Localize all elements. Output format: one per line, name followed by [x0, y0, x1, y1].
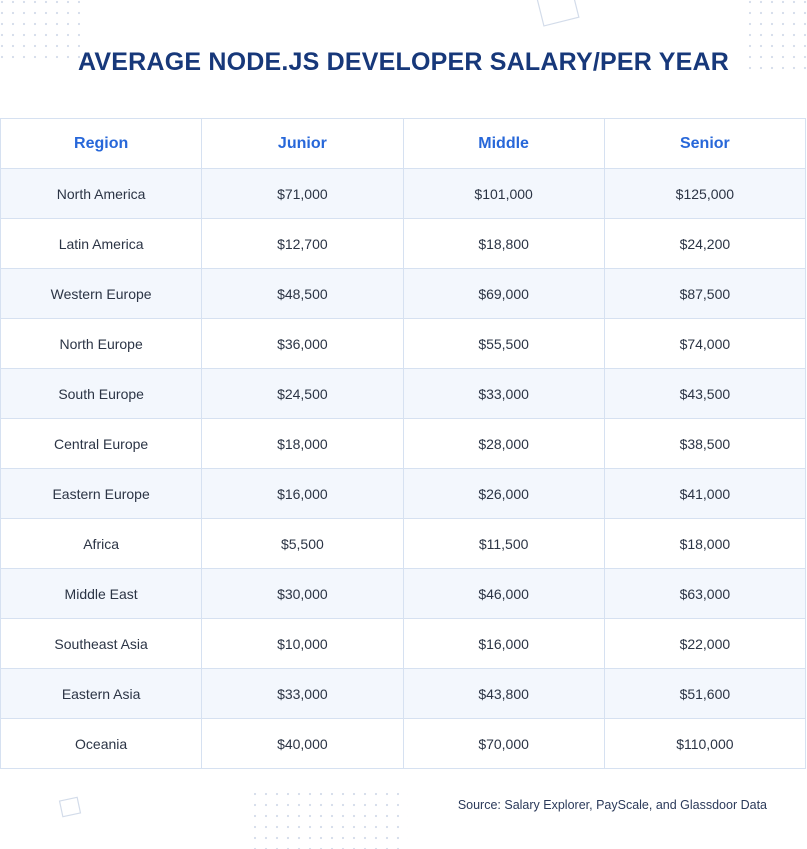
salary-cell: $110,000 [603, 718, 807, 769]
source-note: Source: Salary Explorer, PayScale, and G… [457, 798, 767, 812]
table-row: South Europe $24,500 $33,000 $43,500 [0, 368, 807, 419]
salary-cell: $43,500 [603, 368, 807, 419]
salary-cell: $16,000 [402, 618, 605, 669]
salary-cell: $43,800 [402, 668, 605, 719]
column-header: Senior [603, 118, 807, 169]
column-header: Middle [402, 118, 605, 169]
salary-cell: $74,000 [603, 318, 807, 369]
salary-cell: $5,500 [201, 518, 404, 569]
region-cell: South Europe [0, 368, 203, 419]
page-title: AVERAGE NODE.JS DEVELOPER SALARY/PER YEA… [78, 48, 729, 76]
column-header: Region [0, 118, 203, 169]
salary-cell: $46,000 [402, 568, 605, 619]
table-row: Southeast Asia $10,000 $16,000 $22,000 [0, 618, 807, 669]
salary-cell: $70,000 [402, 718, 605, 769]
salary-cell: $24,500 [201, 368, 404, 419]
salary-cell: $24,200 [603, 218, 807, 269]
salary-cell: $40,000 [201, 718, 404, 769]
table-row: Oceania $40,000 $70,000 $110,000 [0, 718, 807, 769]
salary-cell: $38,500 [603, 418, 807, 469]
region-cell: Latin America [0, 218, 203, 269]
dot-grid [254, 793, 408, 849]
square-outline [58, 796, 82, 818]
region-cell: Southeast Asia [0, 618, 203, 669]
salary-cell: $28,000 [402, 418, 605, 469]
salary-cell: $48,500 [201, 268, 404, 319]
salary-cell: $63,000 [603, 568, 807, 619]
salary-cell: $11,500 [402, 518, 605, 569]
salary-cell: $87,500 [603, 268, 807, 319]
dot-grid [748, 0, 807, 74]
table-row: Central Europe $18,000 $28,000 $38,500 [0, 418, 807, 469]
salary-cell: $33,000 [402, 368, 605, 419]
salary-cell: $36,000 [201, 318, 404, 369]
salary-cell: $10,000 [201, 618, 404, 669]
salary-cell: $125,000 [603, 168, 807, 219]
salary-cell: $41,000 [603, 468, 807, 519]
table-row: North Europe $36,000 $55,500 $74,000 [0, 318, 807, 369]
salary-cell: $16,000 [201, 468, 404, 519]
region-cell: Central Europe [0, 418, 203, 469]
salary-cell: $101,000 [402, 168, 605, 219]
salary-table: Region Junior Middle Senior North America $71… [0, 118, 807, 769]
salary-cell: $33,000 [201, 668, 404, 719]
salary-cell: $55,500 [402, 318, 605, 369]
salary-cell: $18,000 [603, 518, 807, 569]
salary-cell: $22,000 [603, 618, 807, 669]
region-cell: Western Europe [0, 268, 203, 319]
table-row: North America $71,000 $101,000 $125,000 [0, 168, 807, 219]
table-row: Western Europe $48,500 $69,000 $87,500 [0, 268, 807, 319]
region-cell: Eastern Europe [0, 468, 203, 519]
salary-cell: $12,700 [201, 218, 404, 269]
region-cell: Middle East [0, 568, 203, 619]
table-row: Africa $5,500 $11,500 $18,000 [0, 518, 807, 569]
salary-cell: $30,000 [201, 568, 404, 619]
salary-cell: $26,000 [402, 468, 605, 519]
salary-cell: $18,000 [201, 418, 404, 469]
salary-cell: $51,600 [603, 668, 807, 719]
table-row: Middle East $30,000 $46,000 $63,000 [0, 568, 807, 619]
region-cell: Eastern Asia [0, 668, 203, 719]
column-header: Junior [201, 118, 404, 169]
salary-cell: $71,000 [201, 168, 404, 219]
table-row: Eastern Europe $16,000 $26,000 $41,000 [0, 468, 807, 519]
table-row: Eastern Asia $33,000 $43,800 $51,600 [0, 668, 807, 719]
region-cell: Oceania [0, 718, 203, 769]
table-row: Latin America $12,700 $18,800 $24,200 [0, 218, 807, 269]
square-outline [536, 0, 580, 27]
header-row: Region Junior Middle Senior [0, 118, 807, 169]
region-cell: North America [0, 168, 203, 219]
dot-grid [0, 0, 80, 66]
region-cell: North Europe [0, 318, 203, 369]
salary-cell: $69,000 [402, 268, 605, 319]
region-cell: Africa [0, 518, 203, 569]
salary-cell: $18,800 [402, 218, 605, 269]
